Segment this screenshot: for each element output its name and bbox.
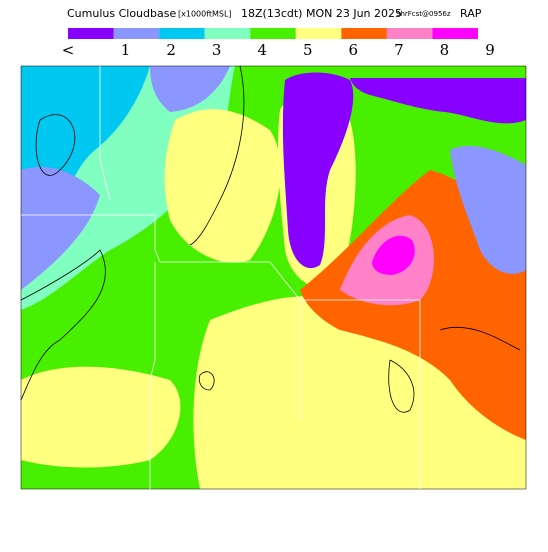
contours xyxy=(20,65,521,413)
legend-swatch xyxy=(113,28,160,39)
title-units: [x1000ftMSL] xyxy=(178,10,232,19)
legend-swatch xyxy=(250,28,296,39)
legend-swatch xyxy=(386,28,433,39)
legend-swatch xyxy=(68,28,114,39)
legend-label: < xyxy=(62,41,75,59)
legend-label: 7 xyxy=(394,41,404,59)
legend-label: 6 xyxy=(349,41,359,59)
title-forecast: 9hrFcst@0956z xyxy=(396,10,451,18)
legend-label: 9 xyxy=(485,41,495,59)
legend-swatch xyxy=(295,28,342,39)
map-field xyxy=(20,65,527,490)
legend-label: 1 xyxy=(121,41,131,59)
legend-label: 3 xyxy=(212,41,222,59)
legend-label: 2 xyxy=(166,41,176,59)
legend-label: 5 xyxy=(303,41,313,59)
title-time: 18Z(13cdt) MON 23 Jun 2025 xyxy=(241,7,402,20)
legend-swatch xyxy=(159,28,205,39)
legend: <1 2 3 4 5 6 7 8 9 xyxy=(62,28,495,59)
legend-label: 8 xyxy=(440,41,450,59)
state-borders xyxy=(21,66,421,489)
legend-swatch xyxy=(204,28,251,39)
title-model: RAP xyxy=(460,7,482,20)
legend-swatch xyxy=(341,28,387,39)
legend-swatch xyxy=(432,28,478,39)
title-main: Cumulus Cloudbase xyxy=(67,7,176,20)
legend-label: 4 xyxy=(257,41,267,59)
